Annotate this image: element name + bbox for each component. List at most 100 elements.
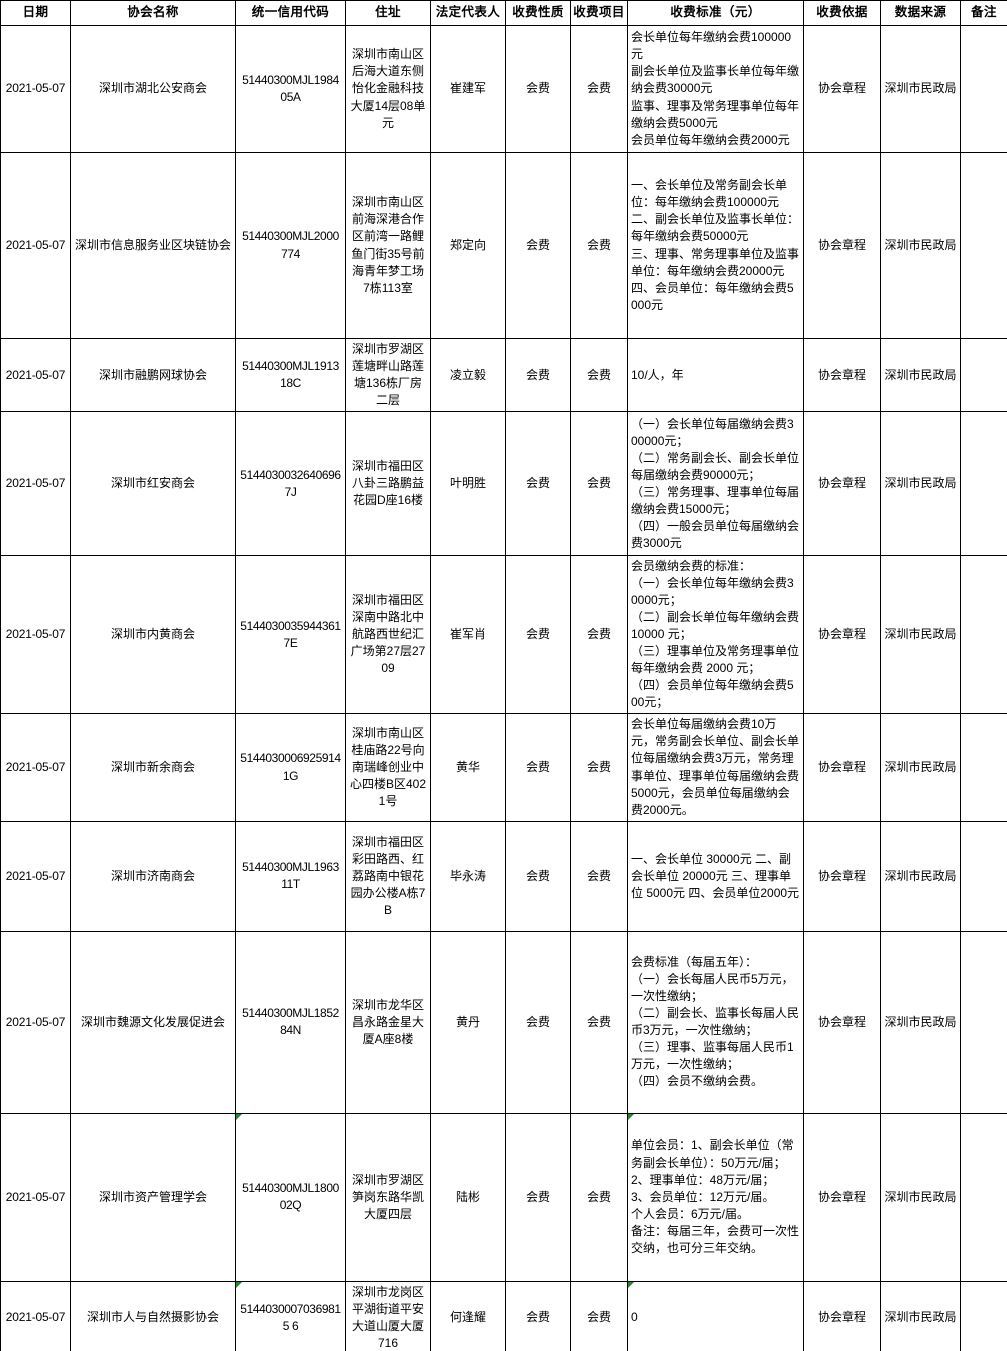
cell-remark[interactable] [960,713,1007,822]
cell-basis[interactable]: 协会章程 [803,25,881,153]
cell-date[interactable]: 2021-05-07 [0,337,71,413]
cell-basis[interactable]: 协会章程 [803,713,881,822]
cell-nature[interactable]: 会费 [505,555,571,715]
cell-standard[interactable]: 一、会长单位 30000元 二、副会长单位 20000元 三、理事单位 5000… [627,820,804,932]
cell-code[interactable]: 51440300359443617E [235,555,346,715]
cell-date[interactable]: 2021-05-07 [0,930,71,1114]
cell-basis[interactable]: 协会章程 [803,337,881,413]
cell-source[interactable]: 深圳市民政局 [880,411,961,557]
cell-standard[interactable]: 单位会员：1、副会长单位（常务副会长单位）：50万元/届； 2、理事单位：48万… [627,1112,804,1282]
column-header-nature[interactable]: 收费性质 [505,0,571,26]
cell-addr[interactable]: 深圳市罗湖区莲塘畔山路莲塘136栋厂房二层 [345,337,431,413]
cell-nature[interactable]: 会费 [505,411,571,557]
cell-source[interactable]: 深圳市民政局 [880,713,961,822]
cell-date[interactable]: 2021-05-07 [0,713,71,822]
cell-code[interactable]: 51440300MJL196311T [235,820,346,932]
cell-date[interactable]: 2021-05-07 [0,411,71,557]
cell-date[interactable]: 2021-05-07 [0,152,71,339]
table-row[interactable]: 2021-05-07 深圳市信息服务业区块链协会 51440300MJL200077… [0,152,1007,339]
table-row[interactable]: 2021-05-07 深圳市湖北公安商会 51440300MJL198405A 深圳市… [0,25,1007,153]
cell-code[interactable]: 51440300MJL198405A [235,25,346,153]
cell-source[interactable]: 深圳市民政局 [880,25,961,153]
cell-date[interactable]: 2021-05-07 [0,1280,71,1351]
cell-standard[interactable]: 一、会长单位及常务副会长单位：每年缴纳会费100000元 二、副会长单位及监事长… [627,152,804,339]
cell-basis[interactable]: 协会章程 [803,930,881,1114]
cell-basis[interactable]: 协会章程 [803,1280,881,1351]
cell-nature[interactable]: 会费 [505,25,571,153]
cell-source[interactable]: 深圳市民政局 [880,1280,961,1351]
column-header-source[interactable]: 数据来源 [880,0,961,26]
cell-nature[interactable]: 会费 [505,152,571,339]
cell-source[interactable]: 深圳市民政局 [880,1112,961,1282]
cell-item[interactable]: 会费 [570,152,628,339]
cell-name[interactable]: 深圳市资产管理学会 [70,1112,236,1282]
table-row[interactable]: 2021-05-07 深圳市资产管理学会 51440300MJL180002Q 深圳市… [0,1112,1007,1282]
cell-name[interactable]: 深圳市红安商会 [70,411,236,557]
cell-nature[interactable]: 会费 [505,337,571,413]
column-header-basis[interactable]: 收费依据 [803,0,881,26]
cell-rep[interactable]: 黄华 [430,713,506,822]
cell-addr[interactable]: 深圳市南山区前海深港合作区前湾一路鲤鱼门街35号前海青年梦工场7栋113室 [345,152,431,339]
cell-source[interactable]: 深圳市民政局 [880,555,961,715]
cell-rep[interactable]: 何逢耀 [430,1280,506,1351]
cell-source[interactable]: 深圳市民政局 [880,820,961,932]
cell-addr[interactable]: 深圳市福田区八卦三路鹏益花园D座16楼 [345,411,431,557]
cell-date[interactable]: 2021-05-07 [0,25,71,153]
cell-remark[interactable] [960,820,1007,932]
cell-basis[interactable]: 协会章程 [803,555,881,715]
table-row[interactable]: 2021-05-07 深圳市济南商会 51440300MJL196311T 深圳市福田… [0,820,1007,932]
cell-date[interactable]: 2021-05-07 [0,820,71,932]
cell-standard[interactable]: 0 [627,1280,804,1351]
cell-standard[interactable]: （一）会长单位每届缴纳会费300000元； （二）常务副会长、副会长单位每届缴纳… [627,411,804,557]
cell-addr[interactable]: 深圳市南山区桂庙路22号向南瑞峰创业中心四楼B区4021号 [345,713,431,822]
cell-addr[interactable]: 深圳市龙华区昌永路金星大厦A座8楼 [345,930,431,1114]
cell-rep[interactable]: 叶明胜 [430,411,506,557]
cell-rep[interactable]: 崔建军 [430,25,506,153]
cell-remark[interactable] [960,1112,1007,1282]
cell-code[interactable]: 51440300070369815 6 [235,1280,346,1351]
column-header-rep[interactable]: 法定代表人 [430,0,506,26]
table-row[interactable]: 2021-05-07 深圳市新余商会 51440300069259141G 深圳市南山… [0,713,1007,822]
table-row[interactable]: 2021-05-07 深圳市内黄商会 51440300359443617E 深圳市福田… [0,555,1007,715]
cell-item[interactable]: 会费 [570,337,628,413]
cell-name[interactable]: 深圳市内黄商会 [70,555,236,715]
cell-name[interactable]: 深圳市人与自然摄影协会 [70,1280,236,1351]
cell-item[interactable]: 会费 [570,713,628,822]
cell-name[interactable]: 深圳市信息服务业区块链协会 [70,152,236,339]
cell-source[interactable]: 深圳市民政局 [880,152,961,339]
column-header-address[interactable]: 住址 [345,0,431,26]
cell-rep[interactable]: 毕永涛 [430,820,506,932]
column-header-standard[interactable]: 收费标准（元） [627,0,804,26]
table-row[interactable]: 2021-05-07 深圳市融鹏网球协会 51440300MJL191318C 深圳市… [0,337,1007,413]
cell-basis[interactable]: 协会章程 [803,1112,881,1282]
cell-remark[interactable] [960,555,1007,715]
cell-rep[interactable]: 凌立毅 [430,337,506,413]
cell-remark[interactable] [960,25,1007,153]
cell-remark[interactable] [960,337,1007,413]
table-row[interactable]: 2021-05-07 深圳市红安商会 51440300326406967J 深圳市福田… [0,411,1007,557]
cell-item[interactable]: 会费 [570,1280,628,1351]
cell-date[interactable]: 2021-05-07 [0,1112,71,1282]
cell-addr[interactable]: 深圳市龙岗区平湖街道平安大道山厦大厦716 [345,1280,431,1351]
cell-nature[interactable]: 会费 [505,1112,571,1282]
cell-addr[interactable]: 深圳市福田区彩田路西、红荔路南中银花园办公楼A栋7B [345,820,431,932]
cell-code[interactable]: 51440300MJL2000774 [235,152,346,339]
cell-item[interactable]: 会费 [570,820,628,932]
cell-name[interactable]: 深圳市新余商会 [70,713,236,822]
cell-item[interactable]: 会费 [570,411,628,557]
cell-code[interactable]: 51440300MJL185284N [235,930,346,1114]
cell-remark[interactable] [960,411,1007,557]
cell-remark[interactable] [960,1280,1007,1351]
cell-name[interactable]: 深圳市湖北公安商会 [70,25,236,153]
cell-rep[interactable]: 崔军肖 [430,555,506,715]
column-header-item[interactable]: 收费项目 [570,0,628,26]
cell-item[interactable]: 会费 [570,930,628,1114]
cell-nature[interactable]: 会费 [505,1280,571,1351]
cell-basis[interactable]: 协会章程 [803,152,881,339]
cell-item[interactable]: 会费 [570,555,628,715]
cell-standard[interactable]: 会费标准（每届五年）： （一）会长每届人民币5万元，一次性缴纳； （二）副会长、… [627,930,804,1114]
cell-rep[interactable]: 郑定向 [430,152,506,339]
cell-remark[interactable] [960,152,1007,339]
cell-item[interactable]: 会费 [570,1112,628,1282]
cell-standard[interactable]: 会员缴纳会费的标准： （一）会长单位每年缴纳会费30000元； （二）副会长单位… [627,555,804,715]
